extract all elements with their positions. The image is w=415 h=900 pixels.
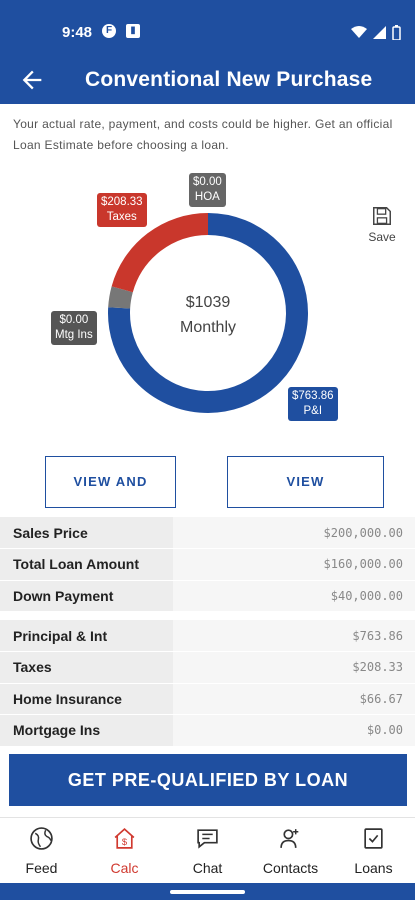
row-value: $0.00: [173, 714, 415, 747]
table-row: Total Loan Amount $160,000.00: [0, 548, 415, 581]
hoa-tag-value: $0.00: [193, 176, 222, 188]
chat-icon: [197, 829, 218, 849]
row-value: $66.67: [173, 683, 415, 715]
globe-icon: [30, 827, 53, 850]
nav-item-chat[interactable]: Chat: [166, 818, 249, 884]
center-value: $1039: [186, 294, 231, 311]
calc-house-icon: $: [114, 828, 135, 849]
nav-label: Loans: [354, 860, 393, 876]
status-bar: 9:48 F ▮: [0, 0, 415, 60]
signal-icon: [373, 25, 386, 39]
save-button[interactable]: Save: [364, 205, 400, 244]
back-arrow-icon[interactable]: [18, 66, 46, 94]
row-label: Down Payment: [0, 580, 173, 612]
row-label: Principal & Int: [0, 620, 173, 652]
loan-summary-table: Sales Price $200,000.00 Total Loan Amount…: [0, 517, 415, 612]
payment-breakdown-table: Principal & Int $763.86 Taxes $208.33 Home…: [0, 620, 415, 747]
bottom-nav: Feed $ Calc Chat Contacts Loans: [0, 817, 415, 883]
slice-taxes: [111, 213, 209, 293]
page-title: Conventional New Purchase: [85, 68, 373, 91]
contacts-icon: [280, 829, 299, 848]
row-label: Home Insurance: [0, 683, 173, 715]
nav-item-loans[interactable]: Loans: [332, 818, 415, 884]
mtg-ins-tag-value: $0.00: [59, 314, 89, 326]
mtg-ins-tag-name: Mtg Ins: [55, 329, 93, 341]
slice-mtg-ins: [108, 286, 133, 309]
taxes-tag: $208.33 Taxes: [97, 193, 147, 227]
nav-item-calc[interactable]: $ Calc: [83, 818, 166, 884]
nav-label: Calc: [110, 860, 139, 876]
table-row: Principal & Int $763.86: [0, 620, 415, 652]
save-icon: [373, 207, 391, 225]
table-row: Taxes $208.33: [0, 651, 415, 684]
nav-item-contacts[interactable]: Contacts: [249, 818, 332, 884]
loans-icon: [364, 828, 383, 849]
row-label: Mortgage Ins: [0, 714, 173, 747]
save-label: Save: [368, 230, 396, 244]
row-value: $200,000.00: [173, 517, 415, 549]
status-time: 9:48: [62, 24, 93, 41]
table-row: Mortgage Ins $0.00: [0, 714, 415, 747]
nav-label: Chat: [192, 860, 223, 876]
hoa-tag-name: HOA: [194, 191, 220, 203]
pi-tag: $763.86 P&I: [288, 387, 338, 421]
view-and-share-button[interactable]: VIEW AND SHARE: [45, 456, 176, 539]
slice-p-i: [108, 213, 308, 413]
get-pre-qualified-button[interactable]: GET PRE-QUALIFIED BY LOAN: [9, 754, 407, 806]
table-row: Home Insurance $66.67: [0, 683, 415, 715]
notification-f-icon: F: [102, 24, 116, 38]
table-row: Down Payment $40,000.00: [0, 580, 415, 612]
payment-chart: $1039 Monthly $208.33 Taxes $0.00 HOA $0.…: [0, 160, 415, 440]
svg-text:$: $: [122, 837, 128, 847]
taxes-tag-name: Taxes: [106, 211, 137, 223]
row-value: $40,000.00: [173, 580, 415, 612]
nav-label: Feed: [25, 860, 58, 876]
row-label: Taxes: [0, 651, 173, 684]
row-value: $208.33: [173, 651, 415, 684]
table-row: Sales Price $200,000.00: [0, 517, 415, 549]
hoa-tag: $0.00 HOA: [189, 173, 226, 207]
nav-item-feed[interactable]: Feed: [0, 818, 83, 884]
pi-tag-name: P&I: [303, 405, 323, 417]
mtg-ins-tag: $0.00 Mtg Ins: [51, 311, 97, 345]
nav-label: Contacts: [262, 860, 319, 876]
row-label: Sales Price: [0, 517, 173, 549]
view-amortization-button[interactable]: VIEW AMORTIZATION: [227, 456, 384, 539]
row-value: $763.86: [173, 620, 415, 652]
donut-chart: $1039 Monthly: [108, 213, 308, 413]
center-label: Monthly: [180, 319, 236, 336]
row-value: $160,000.00: [173, 548, 415, 581]
app-bar: Conventional New Purchase: [0, 60, 415, 104]
battery-icon: [392, 24, 401, 40]
pi-tag-value: $763.86: [292, 390, 334, 402]
system-nav-bar: [0, 883, 415, 900]
status-icons: [351, 24, 401, 40]
row-label: Total Loan Amount: [0, 548, 173, 581]
wifi-icon: [351, 26, 367, 38]
notification-sim-icon: ▮: [126, 24, 140, 38]
taxes-tag-value: $208.33: [101, 196, 143, 208]
home-indicator[interactable]: [170, 890, 245, 894]
disclaimer-text: Your actual rate, payment, and costs cou…: [13, 117, 393, 152]
